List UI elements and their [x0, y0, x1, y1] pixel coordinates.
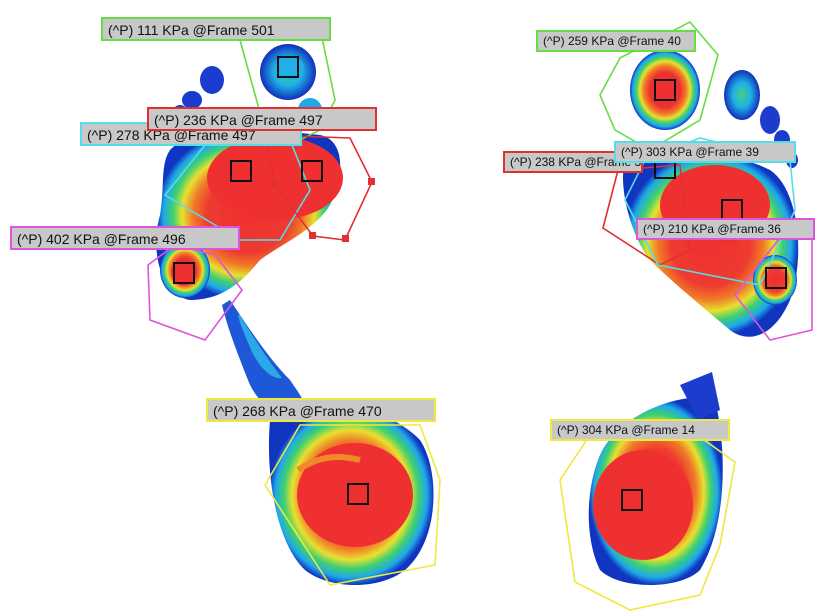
right-met-magenta-peak-marker[interactable]	[765, 267, 787, 289]
right-toe-big-label[interactable]: (^P) 259 KPa @Frame 40	[536, 30, 696, 52]
left-met-label[interactable]: (^P) 402 KPa @Frame 496	[10, 226, 240, 250]
right-heel-peak-marker[interactable]	[621, 489, 643, 511]
right-toe-red-label[interactable]: (^P) 238 KPa @Frame 39	[503, 151, 643, 173]
right-toe-big-peak-marker[interactable]	[654, 79, 676, 101]
right-toe-big-outline	[599, 20, 719, 151]
left-heel-label[interactable]: (^P) 268 KPa @Frame 470	[206, 398, 436, 422]
left-heel-outline	[264, 424, 441, 586]
left-met-peak-marker[interactable]	[173, 262, 195, 284]
left-toe-big-label[interactable]: (^P) 236 KPa @Frame 497	[147, 107, 377, 131]
left-toe-big-outline-handles[interactable]	[271, 178, 375, 242]
left-toe-cyan-peak-marker[interactable]	[230, 160, 252, 182]
left-heel-peak-marker[interactable]	[347, 483, 369, 505]
right-heel-label[interactable]: (^P) 304 KPa @Frame 14	[550, 419, 730, 441]
right-footprint	[559, 20, 813, 611]
left-toe-small-label[interactable]: (^P) 111 KPa @Frame 501	[101, 17, 331, 41]
right-met-magenta-label[interactable]: (^P) 210 KPa @Frame 36	[636, 218, 815, 240]
right-met-cyan-label[interactable]: (^P) 303 KPa @Frame 39	[614, 141, 796, 163]
left-toe-big-peak-marker[interactable]	[301, 160, 323, 182]
right-toe-red-outline	[602, 164, 691, 266]
left-toe-small-peak-marker[interactable]	[277, 56, 299, 78]
